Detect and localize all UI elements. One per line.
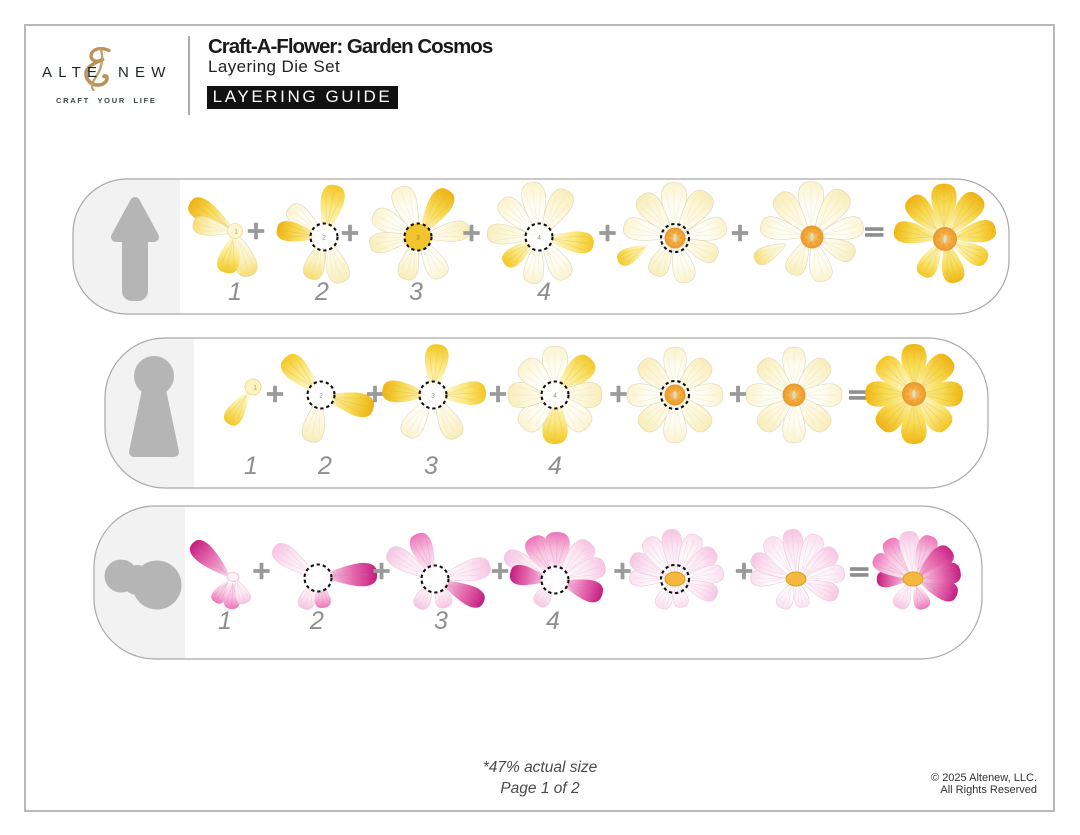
svg-text:2: 2 bbox=[319, 392, 323, 399]
svg-text:1: 1 bbox=[234, 228, 238, 235]
svg-text:4: 4 bbox=[553, 392, 557, 399]
svg-text:2: 2 bbox=[322, 234, 326, 241]
svg-text:1: 1 bbox=[253, 384, 257, 391]
svg-text:3: 3 bbox=[416, 234, 420, 241]
svg-text:4: 4 bbox=[537, 234, 541, 241]
svg-text:3: 3 bbox=[431, 392, 435, 399]
